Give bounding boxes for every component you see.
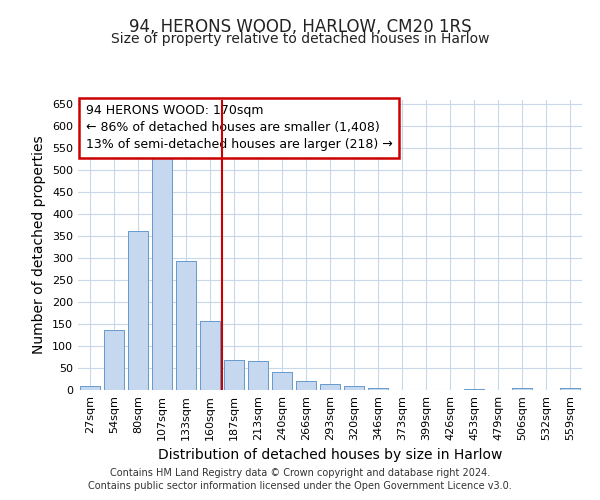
Text: Contains HM Land Registry data © Crown copyright and database right 2024.: Contains HM Land Registry data © Crown c…: [110, 468, 490, 477]
Bar: [560, 388, 580, 390]
Bar: [176, 262, 196, 390]
Bar: [152, 155, 172, 390]
Bar: [296, 381, 316, 390]
Bar: [464, 388, 484, 390]
Bar: [344, 386, 364, 390]
Bar: [368, 388, 388, 390]
Text: 94 HERONS WOOD: 170sqm
← 86% of detached houses are smaller (1,408)
13% of semi-: 94 HERONS WOOD: 170sqm ← 86% of detached…: [86, 104, 392, 152]
Bar: [248, 360, 268, 390]
Text: Size of property relative to detached houses in Harlow: Size of property relative to detached ho…: [111, 32, 489, 46]
Text: Contains public sector information licensed under the Open Government Licence v3: Contains public sector information licen…: [88, 481, 512, 491]
Bar: [272, 372, 292, 390]
Bar: [128, 231, 148, 390]
Bar: [104, 330, 124, 390]
Bar: [224, 360, 244, 390]
Bar: [320, 384, 340, 390]
Bar: [80, 386, 100, 390]
Bar: [200, 320, 220, 390]
Text: 94, HERONS WOOD, HARLOW, CM20 1RS: 94, HERONS WOOD, HARLOW, CM20 1RS: [128, 18, 472, 36]
Y-axis label: Number of detached properties: Number of detached properties: [32, 136, 46, 354]
X-axis label: Distribution of detached houses by size in Harlow: Distribution of detached houses by size …: [158, 448, 502, 462]
Bar: [512, 388, 532, 390]
